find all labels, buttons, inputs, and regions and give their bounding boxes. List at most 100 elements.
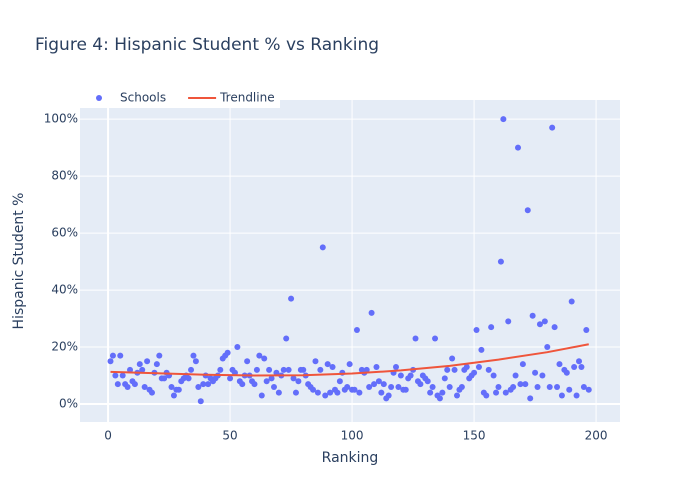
point: [458, 383, 465, 390]
point: [524, 207, 531, 214]
point: [471, 369, 478, 376]
point: [532, 369, 539, 376]
point: [566, 386, 573, 393]
point: [439, 389, 446, 396]
point: [551, 324, 558, 331]
grid: [80, 100, 620, 422]
point: [336, 378, 343, 385]
point: [558, 392, 565, 399]
point: [502, 389, 509, 396]
x-tick-label: 150: [463, 429, 486, 443]
point: [119, 372, 126, 379]
point: [197, 398, 204, 405]
point: [300, 366, 307, 373]
point: [148, 389, 155, 396]
y-tick-label: 0%: [59, 397, 78, 411]
point: [427, 389, 434, 396]
point: [168, 383, 175, 390]
point: [244, 358, 251, 365]
point: [356, 389, 363, 396]
point: [324, 361, 331, 368]
point: [475, 364, 482, 371]
point: [292, 389, 299, 396]
point: [368, 309, 375, 316]
point: [412, 335, 419, 342]
point: [310, 386, 317, 393]
point: [436, 395, 443, 402]
x-tick-label: 0: [104, 429, 112, 443]
point: [529, 312, 536, 319]
point: [563, 369, 570, 376]
point: [495, 383, 502, 390]
legend-swatch: [96, 95, 102, 101]
point: [549, 124, 556, 131]
point: [188, 366, 195, 373]
point: [580, 383, 587, 390]
point: [380, 381, 387, 388]
point: [258, 392, 265, 399]
point: [519, 361, 526, 368]
point: [576, 358, 583, 365]
point: [319, 244, 326, 251]
point: [253, 366, 260, 373]
point: [170, 392, 177, 399]
point: [536, 321, 543, 328]
point: [136, 361, 143, 368]
point: [578, 364, 585, 371]
x-tick-label: 100: [341, 429, 364, 443]
point: [395, 383, 402, 390]
point: [109, 352, 116, 359]
point: [541, 318, 548, 325]
y-tick-label: 60%: [51, 226, 78, 240]
point: [153, 361, 160, 368]
point: [334, 389, 341, 396]
point: [263, 378, 270, 385]
point: [175, 386, 182, 393]
point: [556, 361, 563, 368]
point: [473, 326, 480, 333]
point: [444, 366, 451, 373]
point: [573, 392, 580, 399]
point: [161, 375, 168, 382]
point: [373, 364, 380, 371]
point: [371, 381, 378, 388]
point: [392, 364, 399, 371]
point: [185, 375, 192, 382]
point: [344, 383, 351, 390]
y-tick-label: 20%: [51, 340, 78, 354]
trendline: [110, 343, 589, 377]
point: [451, 366, 458, 373]
point: [497, 258, 504, 265]
point: [266, 366, 273, 373]
point: [417, 381, 424, 388]
point: [268, 375, 275, 382]
x-tick-label: 200: [585, 429, 608, 443]
plot-area: [80, 100, 620, 422]
legend-box: [80, 88, 280, 108]
point: [285, 366, 292, 373]
point: [131, 381, 138, 388]
point: [583, 326, 590, 333]
legend-label: Trendline: [219, 91, 275, 105]
point: [353, 326, 360, 333]
point: [366, 383, 373, 390]
point: [429, 383, 436, 390]
point: [127, 366, 134, 373]
point: [478, 346, 485, 353]
point: [295, 378, 302, 385]
point: [378, 389, 385, 396]
legend: Schools Trendline: [80, 88, 280, 108]
point: [488, 324, 495, 331]
point: [527, 395, 534, 402]
point: [141, 383, 148, 390]
point: [239, 381, 246, 388]
marks: [107, 116, 592, 405]
point: [327, 389, 334, 396]
point: [156, 352, 163, 359]
point: [388, 383, 395, 390]
point: [283, 335, 290, 342]
point: [329, 364, 336, 371]
y-tick-label: 80%: [51, 169, 78, 183]
point: [515, 144, 522, 151]
point: [385, 392, 392, 399]
